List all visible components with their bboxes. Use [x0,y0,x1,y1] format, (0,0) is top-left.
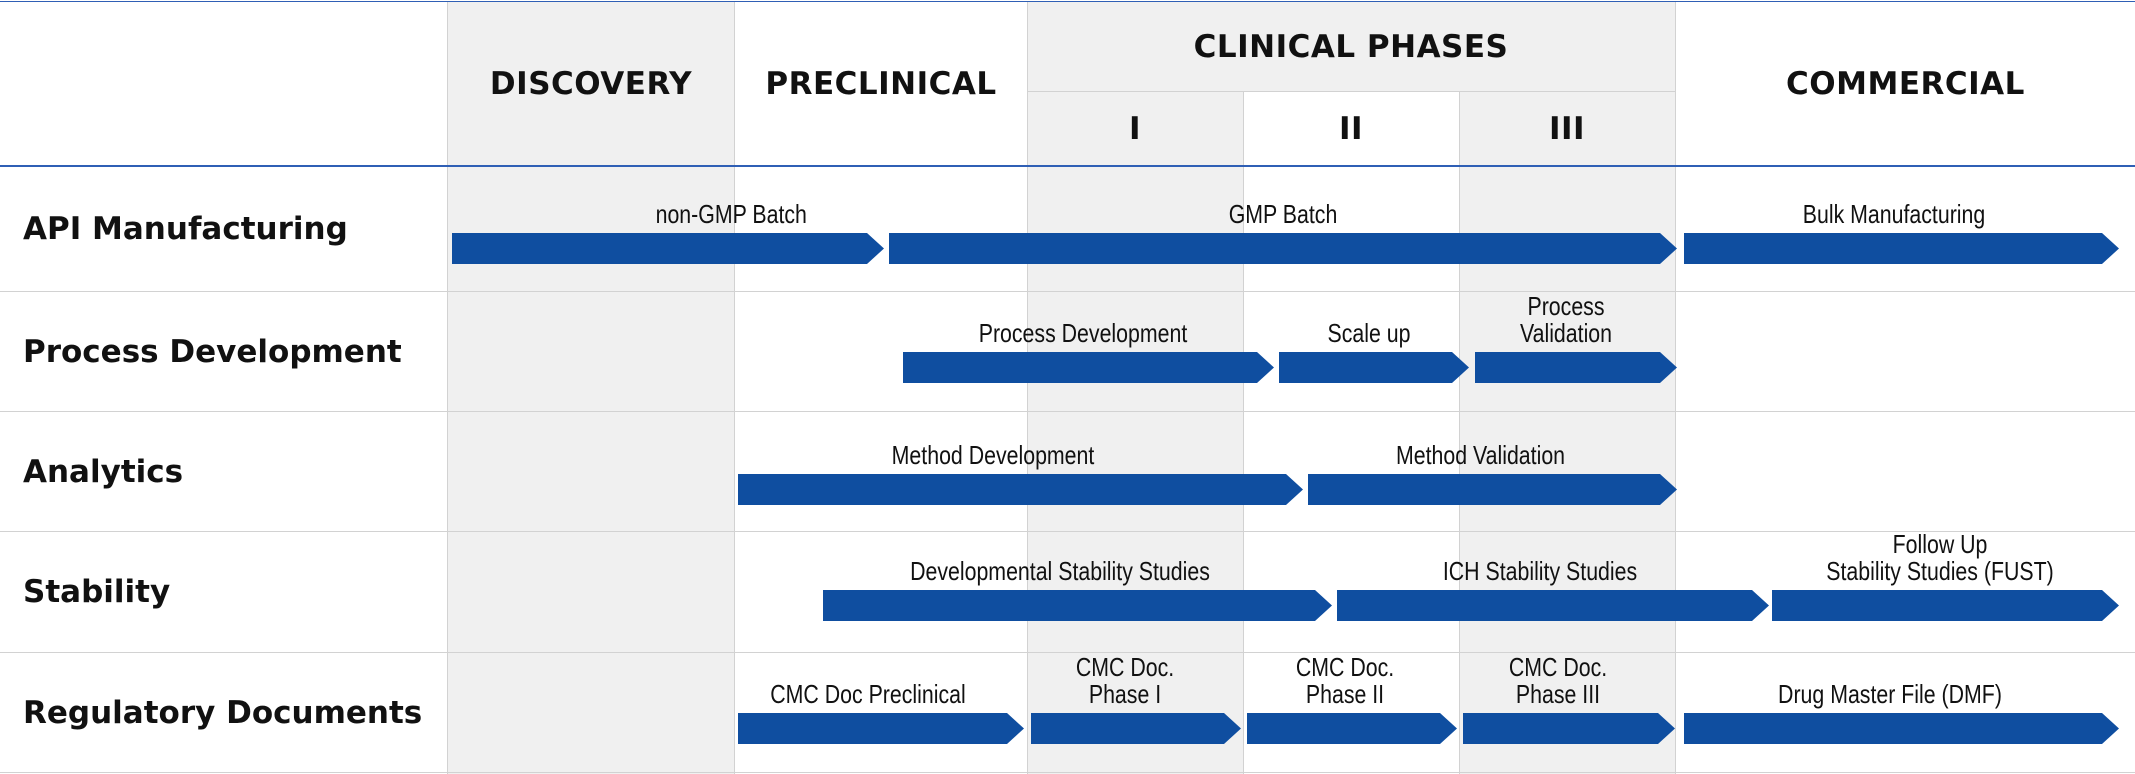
divider-clinical-start [1027,2,1028,774]
clinical-subheader-rule [1027,91,1675,92]
bar-label-process-development: Process Development [978,318,1188,348]
clinical-header-shade [1027,2,1675,91]
bar-follow-up-stability-studies [1772,590,2119,621]
bar-label-non-gmp-batch: non-GMP Batch [655,199,807,229]
header-phase-2: II [1338,110,1364,147]
bar-label-method-development: Method Development [891,440,1095,470]
bar-cmc-doc-phase-1 [1031,713,1241,744]
bar-label-cmc-doc-preclinical: CMC Doc Preclinical [770,679,966,709]
row-label-analytics: Analytics [23,453,184,490]
row-divider-3 [0,531,2135,532]
phase3-column-shade [1459,91,1675,774]
bar-method-validation [1308,474,1677,505]
row-divider-1 [0,291,2135,292]
row-divider-2 [0,411,2135,412]
divider-phase3 [1459,91,1460,774]
header-commercial: COMMERCIAL [1786,66,2025,102]
bar-drug-master-file [1684,713,2119,744]
bar-label-developmental-stability-studies: Developmental Stability Studies [910,556,1210,586]
header-clinical-phases: CLINICAL PHASES [1193,28,1509,65]
bar-process-validation [1475,352,1677,383]
divider-discovery [447,2,448,774]
bar-label-follow-up-stability-studies: Follow Up Stability Studies (FUST) [1826,529,2054,586]
bar-cmc-doc-phase-3 [1463,713,1675,744]
top-rule [0,1,2135,2]
bar-label-cmc-doc-phase-1: CMC Doc. Phase I [1075,652,1175,709]
bar-non-gmp-batch [452,233,884,264]
bar-cmc-doc-preclinical [738,713,1024,744]
bar-ich-stability-studies [1337,590,1769,621]
bar-cmc-doc-phase-2 [1247,713,1457,744]
bar-method-development [738,474,1303,505]
row-divider-4 [0,652,2135,653]
bar-label-gmp-batch: GMP Batch [1228,199,1338,229]
divider-commercial [1675,2,1676,774]
bar-process-development [903,352,1274,383]
bar-label-cmc-doc-phase-2: CMC Doc. Phase II [1295,652,1395,709]
header-phase-1: I [1128,110,1142,147]
row-label-stability: Stability [23,574,171,610]
bar-label-method-validation: Method Validation [1395,440,1566,470]
header-bottom-rule [0,165,2135,167]
bottom-rule [0,772,2135,773]
row-label-api-manufacturing: API Manufacturing [23,211,348,247]
bar-label-bulk-manufacturing: Bulk Manufacturing [1802,199,1986,229]
bar-scale-up [1279,352,1469,383]
phase1-column-shade [1027,91,1243,774]
header-preclinical: PRECLINICAL [765,66,997,102]
bar-label-process-validation: Process Validation [1519,291,1613,348]
header-discovery: DISCOVERY [489,66,693,102]
bar-developmental-stability-studies [823,590,1332,621]
bar-label-scale-up: Scale up [1327,318,1411,348]
divider-phase2 [1243,91,1244,774]
header-phase-3: III [1548,110,1586,147]
bar-label-drug-master-file: Drug Master File (DMF) [1778,679,2002,709]
bar-bulk-manufacturing [1684,233,2119,264]
row-label-regulatory-documents: Regulatory Documents [23,694,423,731]
bar-label-ich-stability-studies: ICH Stability Studies [1442,556,1638,586]
divider-preclinical [734,2,735,774]
bar-gmp-batch [889,233,1677,264]
discovery-column-shade [448,2,734,774]
row-label-process-development: Process Development [23,333,402,370]
bar-label-cmc-doc-phase-3: CMC Doc. Phase III [1508,652,1608,709]
